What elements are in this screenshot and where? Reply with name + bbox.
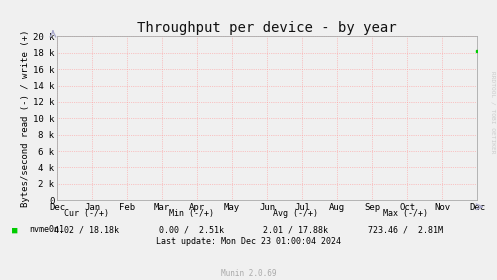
Text: RRDTOOL / TOBI OETIKER: RRDTOOL / TOBI OETIKER [491,71,496,153]
Title: Throughput per device - by year: Throughput per device - by year [137,21,397,35]
Text: nvme0n1: nvme0n1 [29,225,64,234]
Text: ■: ■ [12,225,18,234]
Text: 723.46 /  2.81M: 723.46 / 2.81M [368,225,442,234]
Text: Cur (-/+): Cur (-/+) [65,209,109,218]
Text: Avg (-/+): Avg (-/+) [273,209,318,218]
Text: 4.02 / 18.18k: 4.02 / 18.18k [55,225,119,234]
Text: 2.01 / 17.88k: 2.01 / 17.88k [263,225,328,234]
Text: Munin 2.0.69: Munin 2.0.69 [221,269,276,278]
Text: Last update: Mon Dec 23 01:00:04 2024: Last update: Mon Dec 23 01:00:04 2024 [156,237,341,246]
Text: Min (-/+): Min (-/+) [169,209,214,218]
Y-axis label: Bytes/second read (-) / write (+): Bytes/second read (-) / write (+) [21,30,30,207]
Text: 0.00 /  2.51k: 0.00 / 2.51k [159,225,224,234]
Text: Max (-/+): Max (-/+) [383,209,427,218]
